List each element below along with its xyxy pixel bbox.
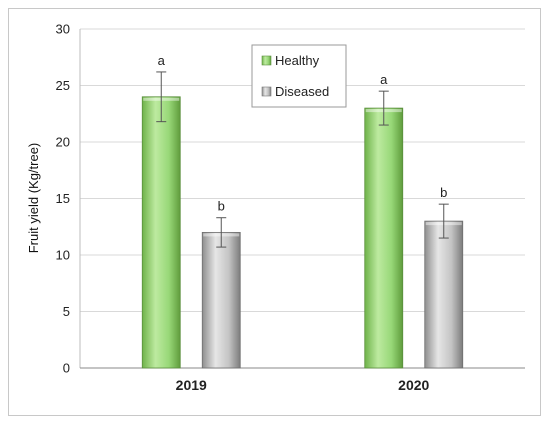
- y-tick-label: 30: [56, 22, 70, 37]
- legend-swatch-healthy: [261, 55, 272, 66]
- legend: Healthy Diseased: [251, 44, 347, 108]
- significance-letter: a: [158, 53, 166, 68]
- y-tick-label: 0: [63, 361, 70, 376]
- bar-diseased-2020: [424, 220, 464, 369]
- bar-healthy-2019: [141, 96, 181, 369]
- legend-box: [251, 44, 347, 108]
- bar-healthy-2020: [364, 107, 404, 369]
- y-tick-label: 20: [56, 135, 70, 150]
- y-tick-label: 5: [63, 304, 70, 319]
- legend-label-diseased: Diseased: [275, 84, 329, 99]
- x-category-label: 2019: [176, 377, 207, 393]
- y-tick-label: 25: [56, 78, 70, 93]
- bars: a b a b: [141, 53, 464, 369]
- y-tick-label: 15: [56, 191, 70, 206]
- legend-label-healthy: Healthy: [275, 53, 320, 68]
- significance-letter: b: [218, 199, 225, 214]
- significance-letter: a: [380, 72, 388, 87]
- y-tick-label: 10: [56, 248, 70, 263]
- x-category-label: 2020: [398, 377, 429, 393]
- x-category-labels: 2019 2020: [176, 377, 430, 393]
- legend-swatch-diseased: [261, 86, 272, 97]
- y-axis-label: Fruit yield (Kg/tree): [26, 143, 41, 254]
- bar-diseased-2019: [201, 231, 241, 369]
- significance-letter: b: [440, 185, 447, 200]
- y-tick-labels: 0 5 10 15 20 25 30: [56, 22, 70, 376]
